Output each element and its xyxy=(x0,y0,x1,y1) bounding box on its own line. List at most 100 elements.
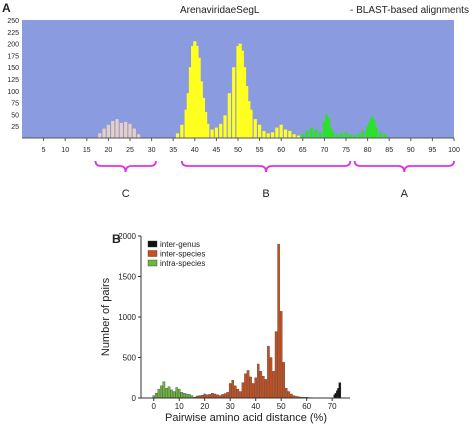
chart-b-x-tick-label: 30 xyxy=(226,402,235,411)
chart-a-x-tick-label: 100 xyxy=(448,147,460,154)
chart-b-bar-inter-species xyxy=(262,375,265,399)
chart-a-x-tick-label: 65 xyxy=(299,147,307,154)
chart-a-bar xyxy=(368,121,372,138)
chart-a-bar xyxy=(201,97,206,138)
chart-a-bar xyxy=(370,116,374,138)
chart-a-bar xyxy=(232,67,236,138)
chart-a-bar xyxy=(296,135,301,138)
chart-a-bar xyxy=(335,134,339,138)
chart-a-bar xyxy=(227,93,231,138)
chart-a-x-tick-label: 50 xyxy=(234,147,242,154)
chart-a-bar xyxy=(240,50,244,138)
chart-b-y-label: Number of pairs xyxy=(100,277,112,356)
chart-b-bar-intra-species xyxy=(162,381,166,399)
chart-a-bar xyxy=(197,57,201,139)
chart-a-x-tick-label: 95 xyxy=(429,147,437,154)
chart-a-bar xyxy=(236,45,240,138)
legend-swatch-intra-species xyxy=(147,259,158,267)
chart-a-x-tick-label: 60 xyxy=(277,147,285,154)
chart-b-bar-intra-species xyxy=(172,391,176,399)
chart-a-x-tick-label: 20 xyxy=(105,147,113,154)
region-label: A xyxy=(401,188,409,200)
chart-b-bar-inter-species xyxy=(246,370,250,399)
chart-a-bar xyxy=(266,133,270,138)
chart-b-bar-intra-species xyxy=(175,387,178,399)
chart-a-bar xyxy=(124,121,128,138)
chart-a-x-tick-label: 5 xyxy=(42,147,46,154)
chart-a-bar xyxy=(115,119,119,138)
chart-a: 25 50 75 100 125 150 175 200 225 250 5 10 15 20 25 30 35… xyxy=(7,18,460,154)
chart-b-x-tick-label: 40 xyxy=(251,402,260,411)
chart-a-bar xyxy=(378,132,383,138)
chart-a-bar xyxy=(128,123,132,138)
chart-b-bar-inter-species xyxy=(226,392,229,399)
chart-b-bar-inter-species xyxy=(285,388,288,399)
chart-b-bar-inter-species xyxy=(203,393,206,399)
chart-b-bar-inter-species xyxy=(254,377,257,399)
chart-b-bar-intra-species xyxy=(180,392,184,399)
chart-b-bar-inter-species xyxy=(279,311,283,399)
chart-a-bar xyxy=(301,134,305,138)
chart-b-bar-inter-species xyxy=(228,383,232,399)
chart-b-bar-inter-species xyxy=(287,391,291,399)
region-label: B xyxy=(262,188,269,200)
chart-b-bar-inter-species xyxy=(221,394,224,399)
chart-b-bar-intra-species xyxy=(165,388,168,399)
chart-a-bar xyxy=(253,119,257,138)
chart-b-bar-intra-species xyxy=(185,393,189,399)
legend-swatch-inter-species xyxy=(147,250,158,257)
chart-a-x-tick-label: 90 xyxy=(407,147,415,154)
chart-a-bar xyxy=(106,124,110,138)
chart-b-bar-inter-species xyxy=(282,362,285,399)
chart-a-bar xyxy=(329,128,333,138)
chart-a-bar xyxy=(184,109,188,138)
chart-a-bar xyxy=(102,128,106,138)
chart-a-bar xyxy=(327,118,331,138)
chart-b-bar-intra-species xyxy=(157,388,161,399)
chart-a-y-tick-label: 150 xyxy=(7,65,19,72)
chart-a-y-tick-label: 50 xyxy=(11,112,19,119)
chart-a-x-tick-label: 80 xyxy=(364,147,372,154)
chart-b-bar-inter-species xyxy=(211,392,214,399)
chart-a-bar xyxy=(245,86,249,138)
chart-a-bar xyxy=(383,134,387,138)
chart-a-bar xyxy=(186,93,190,138)
chart-a-bar xyxy=(340,133,344,138)
chart-b-x-tick-label: 60 xyxy=(302,402,311,411)
chart-a-y-tick-label: 175 xyxy=(7,53,19,60)
chart-b-bar-intra-species xyxy=(183,392,186,399)
chart-a-bar xyxy=(210,129,214,138)
chart-a-bar xyxy=(348,134,352,138)
chart-a-bar xyxy=(119,122,123,138)
chart-b-bar-inter-species xyxy=(223,393,227,399)
panel-a-title: ArenaviridaeSegL xyxy=(180,5,260,16)
chart-b-bar-intra-species xyxy=(188,394,191,399)
chart-a-bar xyxy=(353,135,357,138)
chart-b-bar-inter-species xyxy=(241,382,245,399)
chart-a-bar xyxy=(270,132,275,138)
chart-a-y-tick-label: 225 xyxy=(7,30,19,37)
chart-b-bar-inter-species xyxy=(269,357,273,399)
chart-a-bar xyxy=(366,126,370,138)
chart-a-bar xyxy=(314,129,318,138)
chart-b-bar-inter-species xyxy=(274,331,278,399)
chart-b: 0 500 1000 1500 2000 0 10 20 30 40 50 60 70 inter-ge… xyxy=(100,232,350,424)
chart-b-bar-inter-species xyxy=(208,394,212,399)
chart-a-y-tick-label: 200 xyxy=(7,42,19,49)
chart-b-bar-inter-species xyxy=(256,363,260,399)
chart-b-x-label: Pairwise amino acid distance (%) xyxy=(165,412,327,424)
chart-b-y-tick-label: 500 xyxy=(123,354,137,363)
chart-a-bar xyxy=(344,132,348,138)
chart-a-bar xyxy=(219,123,223,138)
chart-a-ticks: 25 50 75 100 125 150 175 200 225 250 5 10 15 20 25 30 35… xyxy=(7,18,460,154)
chart-a-x-tick-label: 30 xyxy=(148,147,156,154)
chart-b-y-tick-label: 1500 xyxy=(118,273,136,282)
chart-a-bar xyxy=(361,130,365,138)
chart-b-bar-inter-species xyxy=(290,393,293,399)
chart-b-y-tick-label: 1000 xyxy=(118,313,136,322)
region-label: C xyxy=(122,188,130,200)
chart-a-bar xyxy=(242,67,247,138)
chart-a-bar xyxy=(374,127,378,138)
chart-b-y-tick-label: 2000 xyxy=(118,232,136,241)
chart-b-bar-inter-species xyxy=(213,393,217,399)
